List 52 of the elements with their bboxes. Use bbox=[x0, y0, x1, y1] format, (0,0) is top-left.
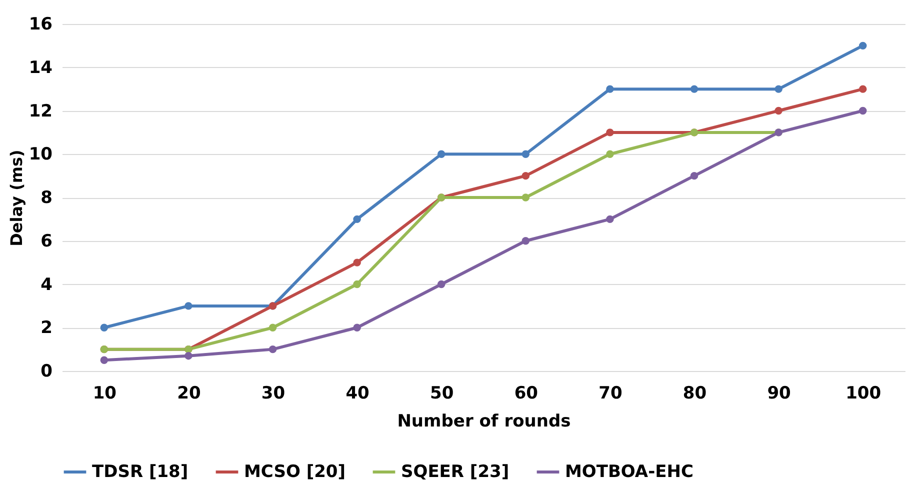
y-tick-label: 6 bbox=[40, 231, 52, 252]
x-tick-label: 80 bbox=[682, 384, 707, 404]
x-tick-label: 10 bbox=[92, 384, 117, 404]
y-tick-label: 14 bbox=[28, 58, 53, 78]
legend-label: TDSR [18] bbox=[92, 462, 188, 482]
point bbox=[353, 324, 361, 332]
point bbox=[184, 302, 192, 310]
point bbox=[606, 85, 614, 93]
point bbox=[858, 106, 867, 115]
legend-label: MCSO [20] bbox=[244, 462, 346, 482]
point bbox=[437, 150, 446, 158]
legend-label: SQEER [23] bbox=[401, 462, 510, 482]
point bbox=[353, 258, 361, 266]
x-tick-label: 50 bbox=[430, 384, 454, 404]
point bbox=[437, 280, 446, 288]
x-tick-label: 60 bbox=[514, 384, 538, 404]
point bbox=[858, 85, 867, 93]
y-tick-label: 8 bbox=[40, 188, 52, 208]
point bbox=[100, 356, 108, 364]
point bbox=[353, 280, 361, 288]
x-axis-title: Number of rounds bbox=[397, 412, 571, 432]
point bbox=[353, 215, 361, 224]
point bbox=[522, 237, 530, 245]
point bbox=[690, 85, 698, 93]
point bbox=[268, 345, 277, 354]
x-tick-label: 100 bbox=[846, 384, 882, 404]
point bbox=[522, 194, 530, 202]
point bbox=[858, 42, 867, 50]
y-tick-label: 12 bbox=[28, 101, 52, 122]
y-axis-title: Delay (ms) bbox=[6, 150, 26, 246]
y-tick-label: 16 bbox=[28, 14, 52, 34]
point bbox=[268, 324, 277, 332]
y-tick-label: 4 bbox=[40, 274, 53, 295]
point bbox=[100, 324, 108, 332]
point bbox=[690, 172, 698, 180]
point bbox=[606, 215, 614, 224]
y-tick-label: 10 bbox=[28, 144, 53, 165]
point bbox=[606, 150, 614, 158]
point bbox=[184, 352, 192, 360]
x-tick-label: 30 bbox=[261, 384, 286, 404]
point bbox=[522, 150, 530, 158]
x-tick-label: 70 bbox=[598, 384, 622, 404]
point bbox=[522, 172, 530, 180]
x-tick-label: 40 bbox=[346, 384, 370, 404]
point bbox=[774, 106, 782, 115]
y-tick-label: 2 bbox=[40, 318, 52, 338]
legend-label: MOTBOA-EHC bbox=[565, 462, 694, 482]
point bbox=[606, 128, 614, 136]
x-tick-label: 20 bbox=[177, 384, 201, 404]
y-tick-label: 0 bbox=[40, 362, 53, 382]
x-tick-label: 90 bbox=[767, 384, 792, 404]
point bbox=[774, 85, 782, 93]
